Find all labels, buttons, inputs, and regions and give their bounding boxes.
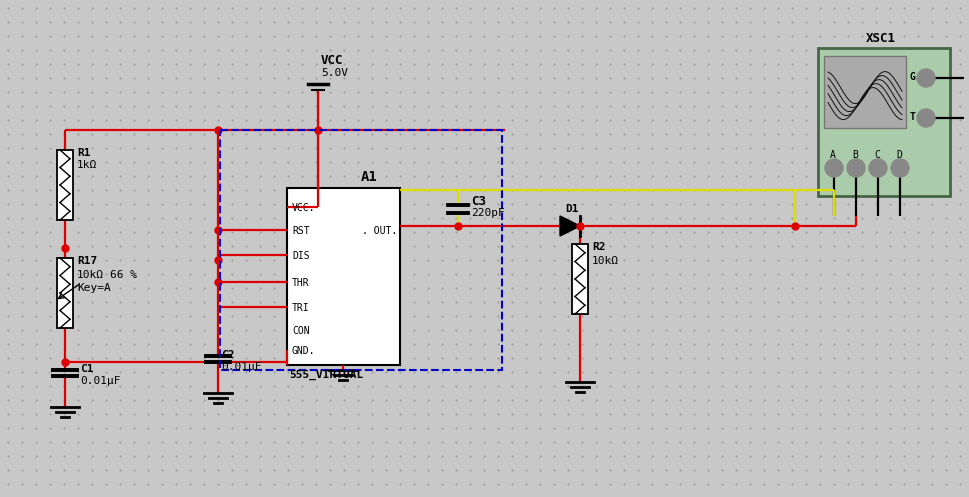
Text: TRI: TRI — [292, 303, 310, 313]
Text: 5.0V: 5.0V — [321, 68, 348, 78]
Bar — [57, 150, 73, 220]
Text: DIS: DIS — [292, 251, 310, 261]
Polygon shape — [560, 216, 580, 236]
Bar — [287, 188, 400, 365]
Text: 220pF: 220pF — [471, 208, 505, 218]
Text: G: G — [910, 72, 916, 82]
Circle shape — [869, 159, 887, 177]
Bar — [818, 48, 950, 196]
Text: C1: C1 — [80, 364, 93, 374]
Text: R17: R17 — [77, 256, 97, 266]
Circle shape — [917, 109, 935, 127]
Text: A: A — [830, 150, 836, 160]
Text: VCC: VCC — [321, 54, 343, 67]
Bar — [824, 56, 906, 128]
Text: RST: RST — [292, 226, 310, 236]
Text: C3: C3 — [471, 195, 486, 208]
Text: R2: R2 — [592, 242, 606, 252]
Circle shape — [891, 159, 909, 177]
Text: THR: THR — [292, 278, 310, 288]
Text: VCC.: VCC. — [292, 203, 316, 213]
Text: B: B — [852, 150, 858, 160]
Bar — [220, 130, 502, 370]
Text: . OUT.: . OUT. — [362, 226, 397, 236]
Text: A1: A1 — [361, 170, 378, 184]
Text: 555_VIRTUAL: 555_VIRTUAL — [289, 370, 363, 380]
Circle shape — [917, 69, 935, 87]
Text: 0.01μF: 0.01μF — [80, 376, 120, 386]
Text: 1kΩ: 1kΩ — [77, 160, 97, 170]
Text: R1: R1 — [77, 148, 90, 158]
Circle shape — [825, 159, 843, 177]
Text: 10kΩ: 10kΩ — [77, 270, 104, 280]
Text: T: T — [910, 112, 916, 122]
Text: GND.: GND. — [292, 346, 316, 356]
Text: C2: C2 — [221, 350, 234, 360]
Text: CON: CON — [292, 326, 310, 336]
Text: XSC1: XSC1 — [866, 32, 896, 45]
Text: 0.01μF: 0.01μF — [221, 362, 262, 372]
Text: Key=A: Key=A — [77, 283, 110, 293]
Text: C: C — [874, 150, 880, 160]
Text: 10kΩ: 10kΩ — [592, 256, 619, 266]
Circle shape — [847, 159, 865, 177]
Text: D1: D1 — [565, 204, 578, 214]
Bar — [57, 258, 73, 328]
Text: D: D — [896, 150, 902, 160]
Text: 66 %: 66 % — [110, 270, 137, 280]
Bar — [572, 244, 588, 314]
